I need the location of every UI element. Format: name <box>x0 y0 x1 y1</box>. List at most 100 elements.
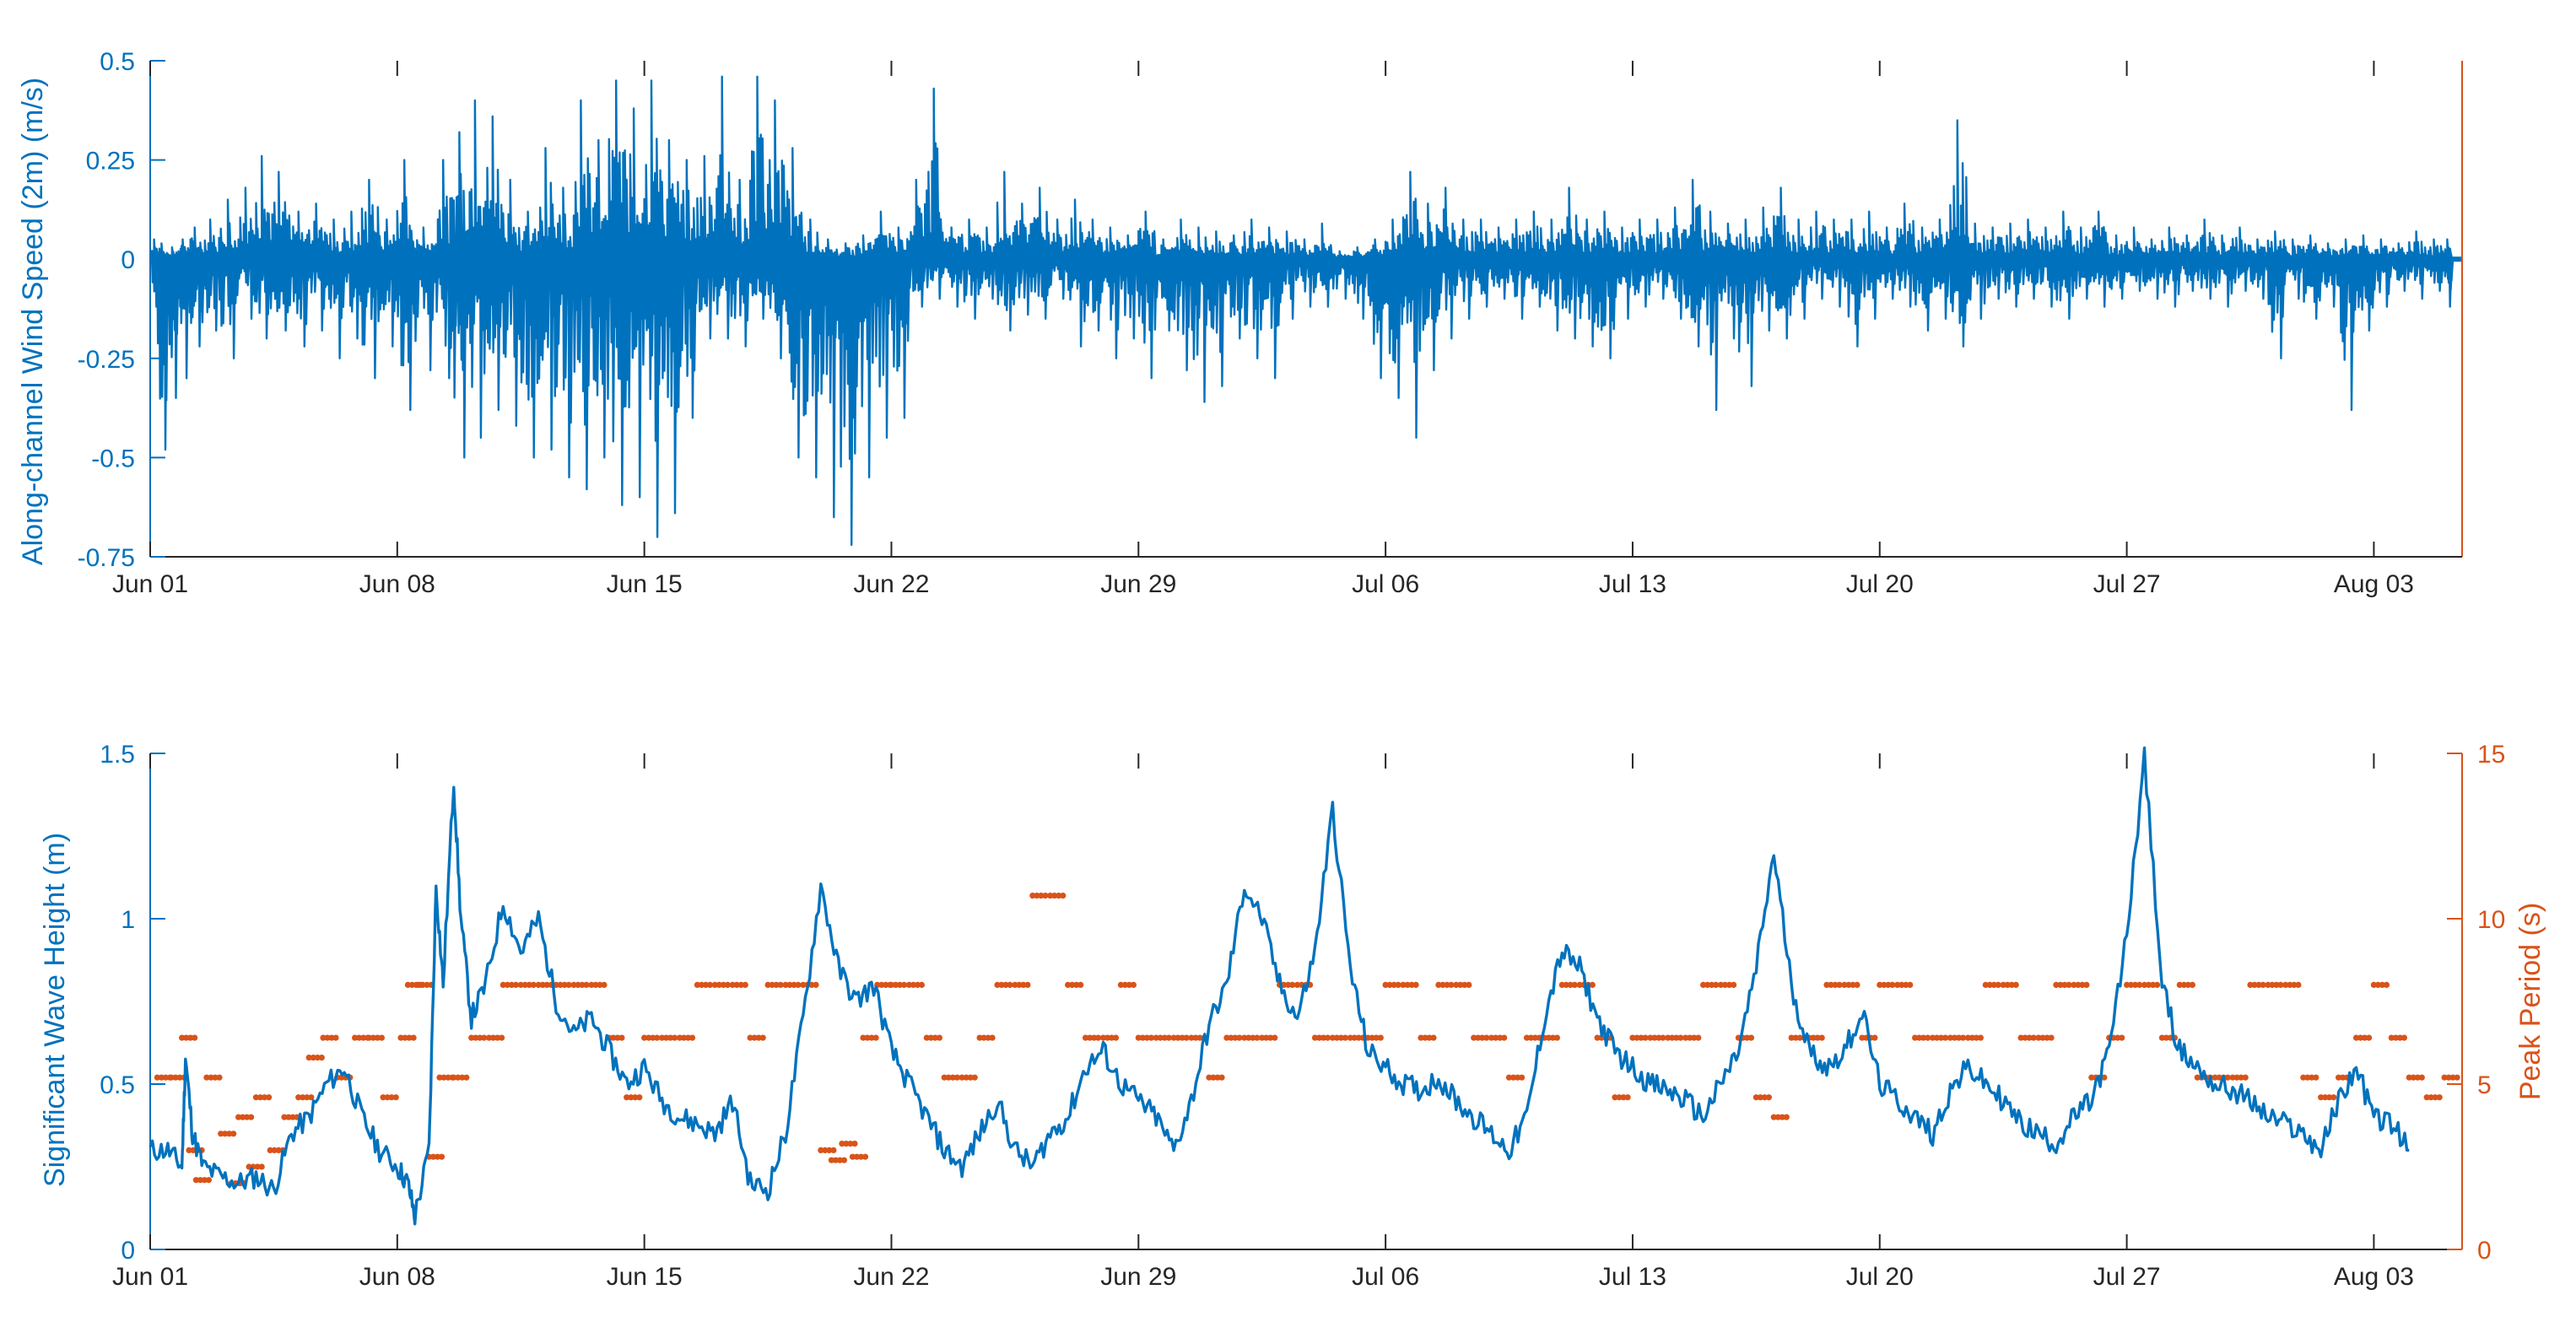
peak-period-point <box>1206 1074 1212 1081</box>
peak-period-point <box>680 1034 688 1041</box>
peak-period-point <box>2030 1034 2037 1041</box>
peak-period-point <box>1717 981 1725 988</box>
peak-period-point <box>1713 981 1720 988</box>
peak-period-point <box>570 981 577 988</box>
peak-period-point <box>601 981 608 988</box>
peak-period-point <box>2282 981 2289 988</box>
peak-period-point <box>684 1034 692 1041</box>
peak-period-point <box>2251 981 2258 988</box>
peak-period-point <box>724 981 732 988</box>
peak-period-point <box>197 1177 203 1184</box>
peak-period-point <box>187 1034 194 1041</box>
peak-period-point <box>438 1153 446 1160</box>
peak-period-point <box>1814 1034 1821 1041</box>
peak-period-point <box>706 981 714 988</box>
peak-period-point <box>1929 1034 1936 1041</box>
wind-speed-y-tick-label: 0.25 <box>86 148 135 175</box>
peak-period-point <box>2388 1034 2395 1041</box>
peak-period-point <box>1293 981 1301 988</box>
peak-period-point <box>1259 1034 1266 1041</box>
peak-period-point <box>689 1034 696 1041</box>
peak-period-point <box>645 1034 652 1041</box>
peak-period-point <box>374 1034 381 1041</box>
wave-x-tick-label: Aug 03 <box>2334 1263 2414 1291</box>
peak-period-point <box>892 981 899 988</box>
peak-period-point <box>1369 1034 1375 1041</box>
peak-period-point <box>1135 1034 1142 1041</box>
peak-period-point <box>773 981 780 988</box>
peak-period-point <box>1448 981 1455 988</box>
peak-period-point <box>2000 981 2006 988</box>
wind-speed-negative-trace <box>150 258 2454 547</box>
peak-period-point <box>1408 981 1415 988</box>
wave-height-y-tick-label: 0 <box>121 1237 135 1265</box>
wind-speed-y-tick-label: -0.75 <box>78 544 135 572</box>
wave-plot-area <box>149 746 2460 1226</box>
peak-period-point <box>388 1094 395 1101</box>
peak-period-point <box>2260 981 2266 988</box>
peak-period-point <box>614 1034 621 1041</box>
peak-period-point <box>839 1141 845 1147</box>
peak-period-point <box>248 1114 255 1120</box>
peak-period-point <box>477 1034 483 1041</box>
peak-period-point <box>1841 981 1848 988</box>
peak-period-point <box>636 1094 643 1101</box>
peak-period-point <box>1726 981 1733 988</box>
peak-period-point <box>1510 1074 1517 1081</box>
peak-period-point <box>222 1130 229 1137</box>
peak-period-point <box>1250 1034 1256 1041</box>
peak-period-point <box>1386 981 1393 988</box>
peak-period-point <box>878 981 885 988</box>
peak-period-point <box>659 1034 666 1041</box>
peak-period-point <box>404 981 411 988</box>
peak-period-point <box>1099 1034 1107 1041</box>
peak-period-point <box>500 981 506 988</box>
peak-period-point <box>1373 1034 1380 1041</box>
peak-period-point <box>672 1034 678 1041</box>
peak-period-point <box>408 981 415 988</box>
peak-period-point <box>1315 1034 1323 1041</box>
peak-period-point <box>1475 1034 1482 1041</box>
peak-period-point <box>2366 1034 2373 1041</box>
peak-period-point <box>235 1114 242 1120</box>
wind-speed-x-tick-label: Jul 13 <box>1599 570 1666 598</box>
peak-period-point <box>2216 1074 2222 1081</box>
peak-period-point <box>473 1034 479 1041</box>
peak-period-point <box>2436 1094 2443 1101</box>
peak-period-point <box>1210 1074 1217 1081</box>
peak-period-point <box>1108 1034 1115 1041</box>
peak-period-point <box>1418 1034 1424 1041</box>
peak-period-point <box>1430 1034 1437 1041</box>
peak-period-point <box>494 1034 501 1041</box>
peak-period-point <box>575 981 581 988</box>
peak-period-point <box>967 1074 974 1081</box>
wind-speed-x-tick-label: Jun 01 <box>112 570 188 598</box>
peak-period-point <box>240 1114 246 1120</box>
peak-period-point <box>1192 1034 1199 1041</box>
peak-period-y-tick-label: 5 <box>2477 1071 2492 1099</box>
peak-period-point <box>1933 1034 1941 1041</box>
peak-period-point <box>419 981 426 988</box>
peak-period-point <box>356 1034 363 1041</box>
peak-period-point <box>1073 981 1080 988</box>
peak-period-point <box>424 981 430 988</box>
peak-period-point <box>490 1034 497 1041</box>
peak-period-point <box>959 1074 965 1081</box>
peak-period-point <box>1854 981 1860 988</box>
peak-period-point <box>1426 1034 1433 1041</box>
peak-period-point <box>2406 1074 2412 1081</box>
peak-period-point <box>1731 981 1737 988</box>
peak-period-point <box>791 981 797 988</box>
peak-period-point <box>1955 1034 1963 1041</box>
peak-period-point <box>1232 1034 1239 1041</box>
peak-period-point <box>434 1153 441 1160</box>
wind-speed-x-tick-label: Jul 27 <box>2093 570 2161 598</box>
peak-period-point <box>2114 1034 2121 1041</box>
peak-period-point <box>826 1147 833 1153</box>
peak-period-point <box>857 1153 865 1160</box>
peak-period-point <box>914 981 921 988</box>
peak-period-point <box>172 1074 179 1081</box>
peak-period-point <box>521 981 528 988</box>
wind-speed-y-tick-label: 0.5 <box>100 48 135 76</box>
